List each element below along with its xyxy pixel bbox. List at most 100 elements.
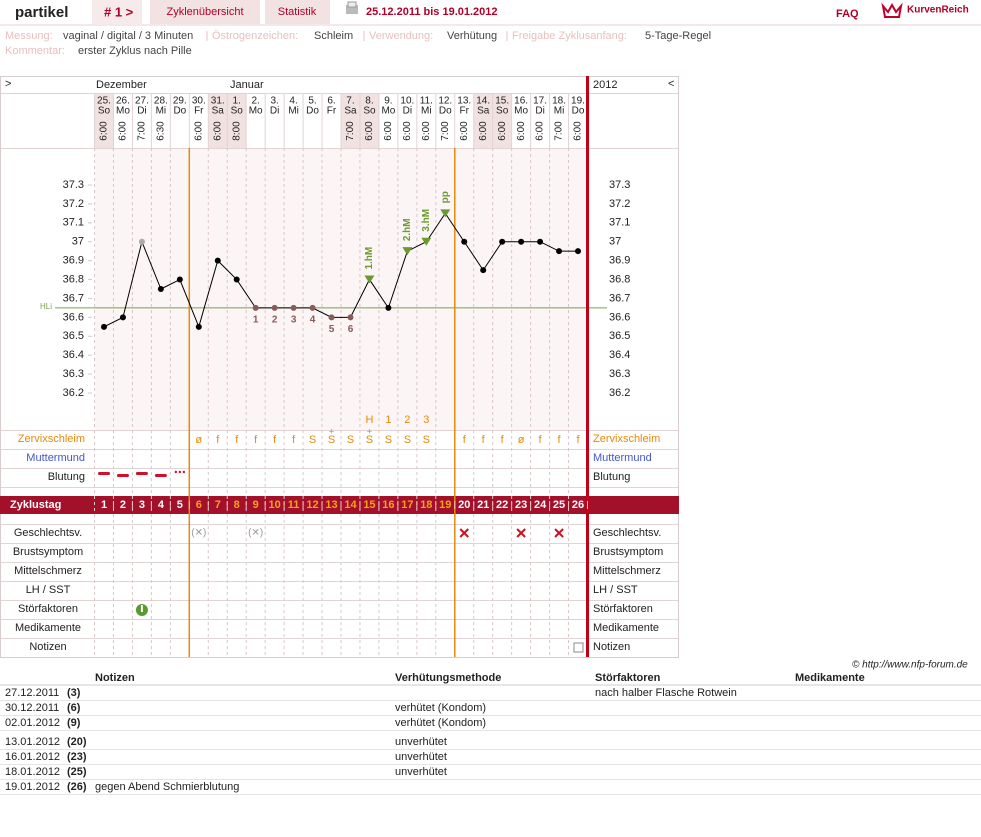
tab-label[interactable]: Statistik [278,6,317,18]
day-label: 5. [308,96,316,107]
cycle-day: 12 [306,499,318,511]
nav-next[interactable]: < [668,78,674,90]
day-label: 13. [457,96,471,107]
time-label: 6:00 [193,121,204,141]
temperature-point [157,286,164,292]
bleeding-mark [98,472,110,475]
temperature-point [214,257,221,264]
time-label: 8:00 [231,121,242,141]
note-icon[interactable] [573,642,584,653]
day-label: 9. [384,96,392,107]
table-cell: gegen Abend Schmierblutung [95,781,239,793]
brand-link[interactable]: KurvenReich [907,5,969,16]
weekday-label: Fr [194,106,204,117]
weekday-label: Do [173,106,186,117]
temperature-point [101,323,107,330]
y-tick-label: 36.5 [609,330,630,342]
temperature-point [309,304,316,311]
row-label: Zervixschleim [593,433,660,445]
bleeding-mark [135,472,148,475]
bleeding-mark [116,474,129,477]
y-tick-label: 36.5 [63,330,84,342]
print-icon[interactable] [346,5,358,14]
row-label: Geschlechtsv. [593,527,661,539]
y-tick-label: 36.4 [609,349,630,361]
intercourse-mark [516,528,526,538]
table-cell: (20) [67,736,87,748]
bleeding-mark [154,474,167,477]
row-label: Notizen [593,641,630,653]
cycle-day: 1 [101,499,107,511]
cycle-day: 23 [515,499,527,511]
day-label: 2. [252,96,260,107]
temperature-point [138,238,145,245]
day-label: 18. [552,96,566,107]
cycle-day: 8 [234,499,240,511]
cycle-nav[interactable]: # 1 > [104,4,134,19]
tab[interactable] [265,0,330,24]
hl-label: HLi [40,302,52,311]
table-cell: 02.01.2012 [5,717,60,729]
row-label: Muttermund [593,452,652,464]
brand-logo[interactable] [881,2,903,18]
day-label: 15. [495,96,509,107]
table-header: Störfaktoren [595,672,661,684]
y-tick-label: 36.3 [609,368,630,380]
temperature-point [119,314,126,321]
day-label: 25. [97,96,111,107]
weekday-label: Fr [460,106,470,117]
tab[interactable] [150,0,260,24]
table-header: Verhütungsmethode [395,672,501,684]
cycle-day: 15 [363,499,375,511]
weekday-label: Di [535,106,544,117]
weekday-label: Fr [327,106,337,117]
print-icon-paper [347,1,357,8]
row-label: Mittelschmerz [593,565,661,577]
temperature-point [347,314,354,321]
temperature-point [271,304,278,311]
zervix-value: ø [195,434,202,446]
cycle-day: 13 [325,499,337,511]
faq-link[interactable]: FAQ [836,8,859,20]
cycle-day: 7 [215,499,221,511]
cycle-day-bar [0,496,679,514]
time-label: 6:00 [478,121,489,141]
temperature-point [385,304,392,311]
zervix-value: S [423,434,430,446]
zervix-top: 3 [423,414,429,426]
cycle-day: 21 [477,499,489,511]
info-label: Verwendung: [369,30,433,42]
day-label: 30. [192,96,206,107]
month-label: Januar [230,79,264,91]
y-tick-label: 36.3 [63,368,84,380]
weekend-shade [227,94,247,148]
row-label: Störfaktoren [18,603,78,615]
time-label: 6:00 [421,121,432,141]
low-label: 5 [329,324,335,335]
day-label: 26. [116,96,130,107]
tab-label[interactable]: Zyklenübersicht [166,6,243,18]
info-label: Östrogenzeichen: [212,30,298,42]
cycle-day: 18 [420,499,432,511]
info-label: Messung: [5,30,53,42]
day-label: 28. [154,96,168,107]
table-cell: 30.12.2011 [5,702,59,714]
weekday-label: Sa [344,106,357,117]
weekend-shade [341,94,360,148]
cycle-tab[interactable] [92,0,142,24]
y-tick-label: 36.8 [63,273,84,285]
disturbance-icon-mark [140,605,143,612]
cycle-day: 26 [572,499,584,511]
temperature-point [252,304,259,311]
zervix-value: f [576,434,580,446]
day-label: 19. [571,96,585,107]
weekday-label: So [98,106,111,117]
info-value: Schleim [314,30,353,42]
nav-prev[interactable]: > [5,78,11,90]
cycle-day: 25 [553,499,565,511]
weekday-label: So [496,106,509,117]
time-label: 6:00 [459,121,470,141]
y-tick-label: 37.2 [609,198,630,210]
y-tick-label: 36.6 [63,311,84,323]
intercourse-mark [554,528,564,538]
